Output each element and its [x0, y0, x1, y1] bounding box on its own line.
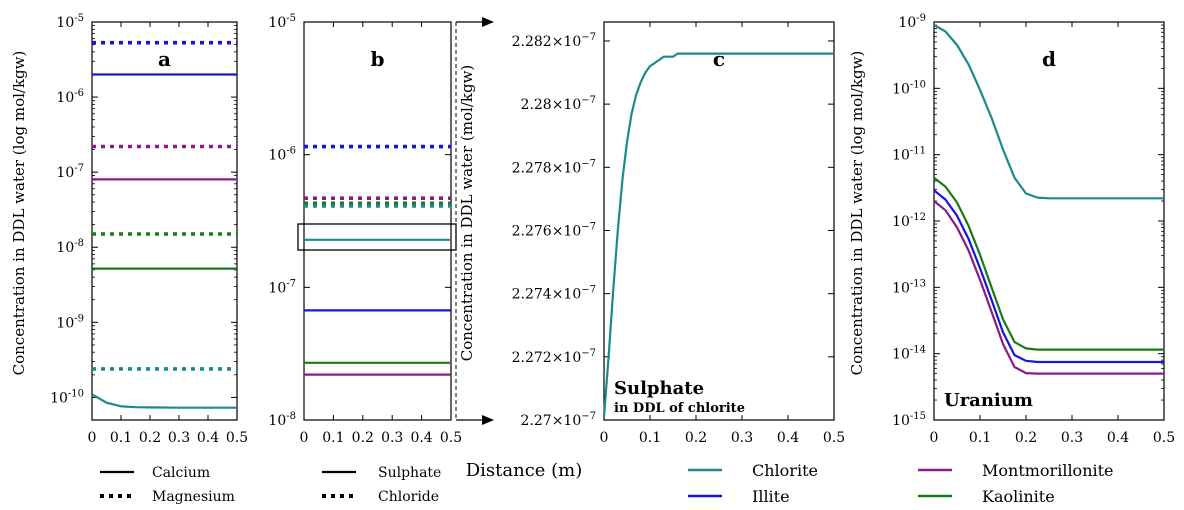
- y-tick-label: 10-9: [56, 313, 84, 331]
- x-tick-label: 0.3: [381, 430, 403, 446]
- shared-xlabel: Distance (m): [466, 460, 583, 481]
- legend-label-sulphate: Sulphate: [378, 465, 441, 481]
- series-calcium-chlorite: [91, 393, 237, 409]
- y-tick-label: 10-7: [56, 163, 84, 181]
- legend-panel-a: Calcium Magnesium: [100, 465, 235, 505]
- panel-letter: c: [713, 47, 725, 71]
- x-tick-label: 0.1: [639, 430, 661, 446]
- y-tick-label: 2.278×10−7: [512, 158, 596, 176]
- legend-label-chlorite: Chlorite: [752, 461, 818, 480]
- y-tick-label: 10-9: [898, 13, 926, 31]
- y-tick-label: 2.27×10−7: [521, 411, 596, 429]
- y-tick-label: 10-15: [892, 411, 926, 429]
- x-tick-label: 0.2: [1015, 430, 1037, 446]
- panel-a: 0 0.1 0.2 0.3 0.4 0.5 10-10 10-9 10-8 10-7 10-6 10-…: [50, 13, 248, 446]
- y-tick-label: 10-5: [56, 13, 84, 31]
- panel-b: 0 0.1 0.2 0.3 0.4 0.5 10-8 10-7 10-6 10-5 b: [268, 13, 462, 446]
- legend-clays: Chlorite Illite Montmorillonite Kaolinit…: [688, 461, 1114, 506]
- x-tick-label: 0.5: [226, 430, 248, 446]
- y-tick-label: 10-10: [50, 388, 84, 406]
- x-tick-label: 0.5: [1153, 430, 1175, 446]
- panel-letter: b: [371, 47, 385, 71]
- x-tick-label: 0.3: [168, 430, 190, 446]
- y-tick-label: 10-6: [268, 146, 296, 164]
- panel-letter: d: [1042, 47, 1056, 71]
- y-tick-label: 10-10: [892, 79, 926, 97]
- y-tick-label: 10-11: [892, 146, 926, 164]
- series-sulphate-chlorite: [602, 52, 834, 417]
- x-tick-label: 0.4: [777, 430, 799, 446]
- x-tick-label: 0.3: [731, 430, 753, 446]
- y-tick-label: 10-7: [268, 278, 296, 296]
- x-tick-label: 0: [930, 430, 939, 446]
- y-tick-label: 10-12: [892, 212, 926, 230]
- y-tick-label: 2.272×10−7: [512, 348, 596, 366]
- y-tick-label: 2.274×10−7: [512, 285, 596, 303]
- zoom-connector: [297, 17, 494, 425]
- panel-d-ylabel: Concentration in DDL water (log mol/kgw): [848, 51, 866, 376]
- panel-d: 0 0.1 0.2 0.3 0.4 0.5 10-15 10-14 10-13 10-12 10-1…: [892, 13, 1175, 446]
- annotation-subtitle: in DDL of chlorite: [614, 401, 745, 416]
- x-tick-label: 0: [88, 430, 97, 446]
- series-uranium-chlorite: [933, 24, 1164, 200]
- panel-c: 0 0.1 0.2 0.3 0.4 0.5 2.27×10−7 2.272×10−7 2.274…: [512, 21, 845, 446]
- y-tick-label: 10-5: [268, 13, 296, 31]
- x-tick-label: 0.2: [139, 430, 161, 446]
- zoom-arrowhead-top: [482, 17, 494, 27]
- x-tick-label: 0: [300, 430, 309, 446]
- series-uranium-montmorillonite: [933, 200, 1164, 375]
- legend-label-illite: Illite: [752, 487, 790, 506]
- y-tick-label: 10-8: [56, 238, 84, 256]
- plot-frame: [603, 21, 835, 421]
- panel-a-ylabel: Concentration in DDL water (log mol/kgw): [10, 51, 28, 376]
- legend-label-kaolinite: Kaolinite: [982, 487, 1055, 506]
- x-tick-label: 0.5: [823, 430, 845, 446]
- x-tick-label: 0.4: [410, 430, 432, 446]
- plot-frame: [303, 21, 452, 421]
- plot-frame: [933, 21, 1165, 421]
- legend-label-magnesium: Magnesium: [152, 489, 235, 505]
- x-tick-label: 0.1: [969, 430, 991, 446]
- x-tick-label: 0.2: [685, 430, 707, 446]
- y-tick-label: 2.28×10−7: [521, 95, 596, 113]
- legend-label-montmorillonite: Montmorillonite: [982, 461, 1114, 480]
- x-tick-label: 0.4: [197, 430, 219, 446]
- y-tick-label: 2.276×10−7: [512, 221, 596, 239]
- x-tick-label: 0.3: [1061, 430, 1083, 446]
- x-tick-label: 0.1: [110, 430, 132, 446]
- y-tick-label: 2.282×10−7: [512, 32, 596, 50]
- y-tick-label: 10-6: [56, 88, 84, 106]
- legend-label-calcium: Calcium: [152, 465, 210, 481]
- legend-label-chloride: Chloride: [378, 489, 439, 505]
- zoom-box: [297, 223, 457, 251]
- zoom-arrowhead-bottom: [482, 415, 494, 425]
- x-tick-label: 0.5: [440, 430, 462, 446]
- legend-panel-b: Sulphate Chloride: [322, 465, 441, 505]
- panel-letter: a: [158, 47, 171, 71]
- annotation-title: Uranium: [944, 390, 1033, 411]
- plot-frame: [91, 21, 238, 421]
- y-tick-label: 10-13: [892, 278, 926, 296]
- y-tick-label: 10-8: [268, 411, 296, 429]
- annotation-title: Sulphate: [614, 378, 704, 399]
- y-tick-label: 10-14: [892, 345, 926, 363]
- x-tick-label: 0.2: [352, 430, 374, 446]
- series-uranium-illite: [933, 189, 1164, 364]
- x-tick-label: 0: [600, 430, 609, 446]
- x-tick-label: 0.4: [1107, 430, 1129, 446]
- x-tick-label: 0.1: [322, 430, 344, 446]
- panel-c-ylabel: Concentration in DDL water (mol/kgw): [458, 65, 476, 362]
- series-uranium-kaolinite: [933, 176, 1164, 351]
